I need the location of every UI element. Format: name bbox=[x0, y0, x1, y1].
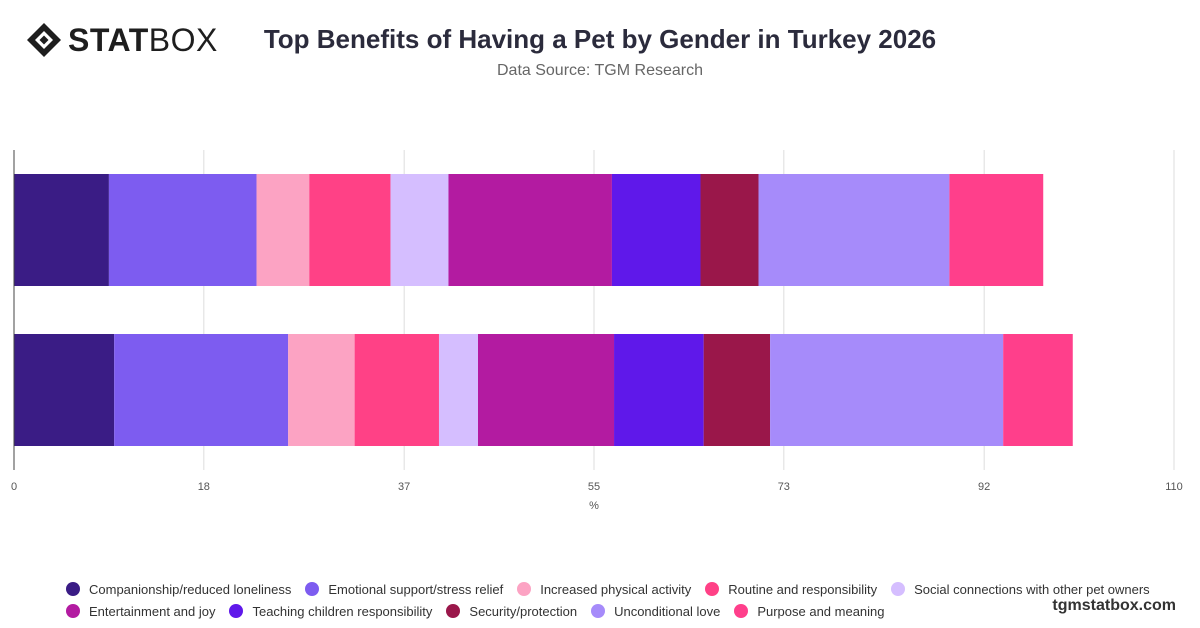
chart-legend: Companionship/reduced loneliness Emotiona… bbox=[66, 580, 1166, 620]
legend-item: Social connections with other pet owners bbox=[891, 580, 1150, 598]
legend-label: Social connections with other pet owners bbox=[914, 581, 1150, 597]
bar-segment bbox=[448, 174, 612, 286]
bar-segment bbox=[949, 174, 1044, 286]
bar-segment bbox=[108, 174, 257, 286]
legend-swatch bbox=[734, 604, 749, 618]
bar-segment bbox=[256, 174, 310, 286]
bar-segment bbox=[438, 334, 478, 446]
x-tick-label: 110 bbox=[1165, 481, 1183, 493]
logo-bold-text: STAT bbox=[68, 22, 149, 58]
bar-segment bbox=[14, 334, 115, 446]
legend-swatch bbox=[305, 582, 320, 596]
bar-segment bbox=[614, 334, 704, 446]
legend-item: Teaching children responsibility bbox=[229, 602, 432, 620]
bar-segment bbox=[611, 174, 701, 286]
x-axis-label: % bbox=[589, 500, 599, 512]
legend-swatch bbox=[446, 604, 461, 618]
legend-label: Companionship/reduced loneliness bbox=[89, 581, 292, 597]
bar-segment bbox=[700, 174, 759, 286]
legend-swatch bbox=[517, 582, 532, 596]
legend-item: Emotional support/stress relief bbox=[305, 580, 503, 598]
diamond-logo-icon bbox=[27, 23, 61, 57]
legend-swatch bbox=[66, 582, 80, 596]
x-tick-label: 92 bbox=[978, 481, 990, 493]
legend-item: Unconditional love bbox=[591, 602, 720, 620]
bar-segment bbox=[758, 174, 950, 286]
bar-segment bbox=[114, 334, 289, 446]
bar-segment bbox=[354, 334, 439, 446]
legend-label: Teaching children responsibility bbox=[252, 603, 433, 619]
legend-item: Companionship/reduced loneliness bbox=[66, 580, 291, 598]
logo-light-text: BOX bbox=[148, 22, 218, 58]
legend-label: Security/protection bbox=[469, 603, 578, 619]
legend-label: Routine and responsibility bbox=[728, 581, 878, 597]
legend-item: Routine and responsibility bbox=[705, 580, 877, 598]
bar-segment bbox=[770, 334, 1004, 446]
stacked-bar-chart: 0 18 37 55 73 92 110% bbox=[11, 150, 1183, 512]
bar-segment bbox=[288, 334, 355, 446]
legend-label: Emotional support/stress relief bbox=[328, 581, 504, 597]
legend-item: Purpose and meaning bbox=[734, 602, 885, 620]
legend-item: Security/protection bbox=[446, 602, 577, 620]
chart-title: Top Benefits of Having a Pet by Gender i… bbox=[263, 24, 937, 54]
x-tick-label: 18 bbox=[198, 481, 210, 493]
bar-segment bbox=[309, 174, 391, 286]
legend-swatch bbox=[705, 582, 720, 596]
bar-segment bbox=[14, 174, 109, 286]
legend-swatch bbox=[229, 604, 244, 618]
statbox-logo: STATBOX bbox=[26, 22, 218, 58]
legend-swatch bbox=[591, 604, 606, 618]
legend-item: Entertainment and joy bbox=[66, 602, 215, 620]
legend-swatch bbox=[891, 582, 906, 596]
bar-segment bbox=[478, 334, 615, 446]
legend-label: Unconditional love bbox=[614, 603, 721, 619]
logo-wordmark: STATBOX bbox=[68, 22, 218, 58]
bar-segment bbox=[390, 174, 449, 286]
legend-label: Entertainment and joy bbox=[89, 603, 216, 619]
chart-subtitle: Data Source: TGM Research bbox=[496, 62, 703, 79]
x-tick-label: 37 bbox=[398, 481, 410, 493]
bar-segment bbox=[1003, 334, 1073, 446]
x-tick-label: 73 bbox=[778, 481, 790, 493]
x-tick-label: 55 bbox=[588, 481, 600, 493]
legend-label: Increased physical activity bbox=[540, 581, 692, 597]
legend-swatch bbox=[66, 604, 80, 618]
site-url: tgmstatbox.com bbox=[1052, 597, 1176, 614]
legend-label: Purpose and meaning bbox=[757, 603, 885, 619]
x-tick-label: 0 bbox=[11, 481, 17, 493]
bar-segment bbox=[703, 334, 771, 446]
legend-item: Increased physical activity bbox=[517, 580, 691, 598]
